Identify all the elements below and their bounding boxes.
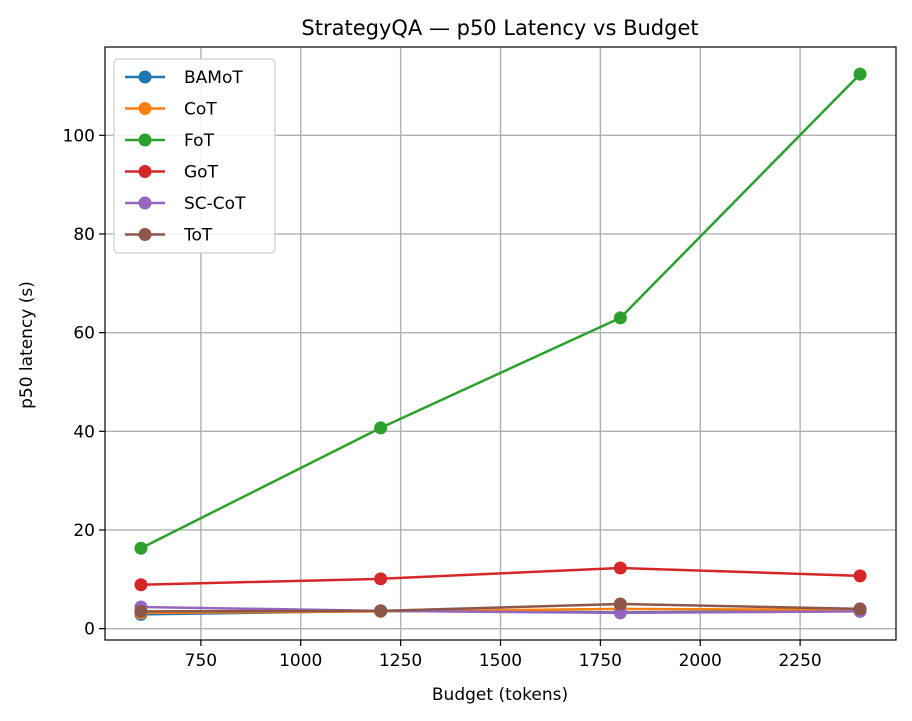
x-tick-label: 1750 [579,651,622,671]
legend-label: FoT [184,131,215,151]
series-fot [134,67,867,555]
series-line-got [140,566,861,586]
legend-label: BAMoT [184,68,243,88]
legend-label: GoT [184,163,219,183]
data-point-tot [853,602,867,616]
legend-swatch-marker [138,196,152,210]
x-tick-label: 750 [185,651,217,671]
data-point-tot [134,604,148,618]
legend-box [113,58,276,254]
legend-swatch-marker [138,70,152,84]
y-tick-label: 80 [73,225,95,245]
x-axis-label: Budget (tokens) [432,685,568,705]
x-tick-label: 2250 [778,651,821,671]
y-tick-label: 60 [73,324,95,344]
series-got [134,561,867,592]
legend-item-sc-cot: SC-CoT [125,194,246,214]
series-lines [134,67,867,621]
y-axis-ticks: 0 20 40 60 80 100 [63,126,105,640]
legend-label: SC-CoT [184,194,246,214]
y-tick-label: 20 [73,521,95,541]
data-point-fot [853,67,867,81]
x-axis-ticks: 750 1000 1250 1500 1750 2000 2250 [185,640,822,671]
data-point-got [134,578,148,592]
data-point-got [853,569,867,583]
legend-item-tot: ToT [125,226,213,246]
data-point-tot [374,604,388,618]
y-axis-label: p50 latency (s) [17,281,37,409]
legend-swatch-marker [138,133,152,147]
y-tick-label: 100 [63,126,95,146]
data-point-fot [374,421,388,435]
legend-swatch-marker [138,102,152,115]
legend-swatch-marker [138,165,152,178]
x-tick-label: 1000 [279,651,322,671]
data-point-fot [134,541,148,555]
series-line-sc-cot [140,605,861,615]
chart-title: StrategyQA — p50 Latency vs Budget [301,16,698,40]
data-point-got [613,561,627,575]
data-point-sc-cot [613,606,627,620]
x-tick-label: 2000 [679,651,722,671]
legend-item-bamot: BAMoT [125,68,243,88]
legend-item-got: GoT [125,163,219,183]
x-tick-label: 1250 [379,651,422,671]
x-tick-label: 1500 [479,651,522,671]
y-tick-label: 0 [84,620,95,640]
data-point-fot [613,311,627,325]
series-line-fot [140,73,861,550]
series-tot [134,597,867,618]
legend: BAMoT CoT FoT GoT SC-CoT ToT [113,58,276,254]
legend-label: CoT [184,100,217,120]
legend-item-fot: FoT [125,131,215,151]
y-tick-label: 40 [73,422,95,442]
data-point-got [374,572,388,586]
legend-swatch-marker [138,228,152,241]
data-point-tot [613,597,627,611]
series-line-tot [140,602,861,613]
legend-label: ToT [183,226,213,246]
legend-item-cot: CoT [125,100,217,120]
